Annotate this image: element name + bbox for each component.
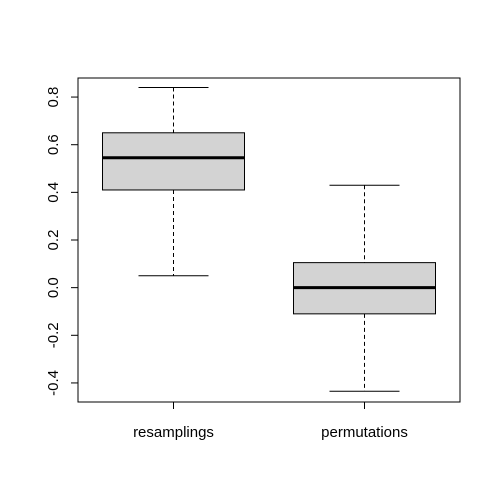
boxes-group: [102, 87, 436, 392]
box-resamplings: [102, 87, 245, 277]
y-axis: -0.4 -0.2 0.0 0.2 0.4 0.6 0.8: [45, 87, 79, 396]
y-tick-label: 0.4: [45, 182, 62, 203]
x-axis: resamplings permutations: [133, 401, 408, 441]
y-tick-label: 0.6: [45, 134, 62, 155]
box-permutations: [293, 184, 436, 392]
y-tick-label: 0.8: [45, 87, 62, 108]
y-tick-label: -0.2: [45, 322, 62, 348]
y-tick-label: 0.2: [45, 230, 62, 251]
y-tick-label: 0.0: [45, 277, 62, 298]
x-tick-label: resamplings: [133, 424, 214, 441]
x-tick-label: permutations: [321, 424, 408, 441]
iqr-box: [102, 132, 245, 191]
y-tick-label: -0.4: [45, 370, 62, 396]
plot-frame: [77, 77, 461, 403]
